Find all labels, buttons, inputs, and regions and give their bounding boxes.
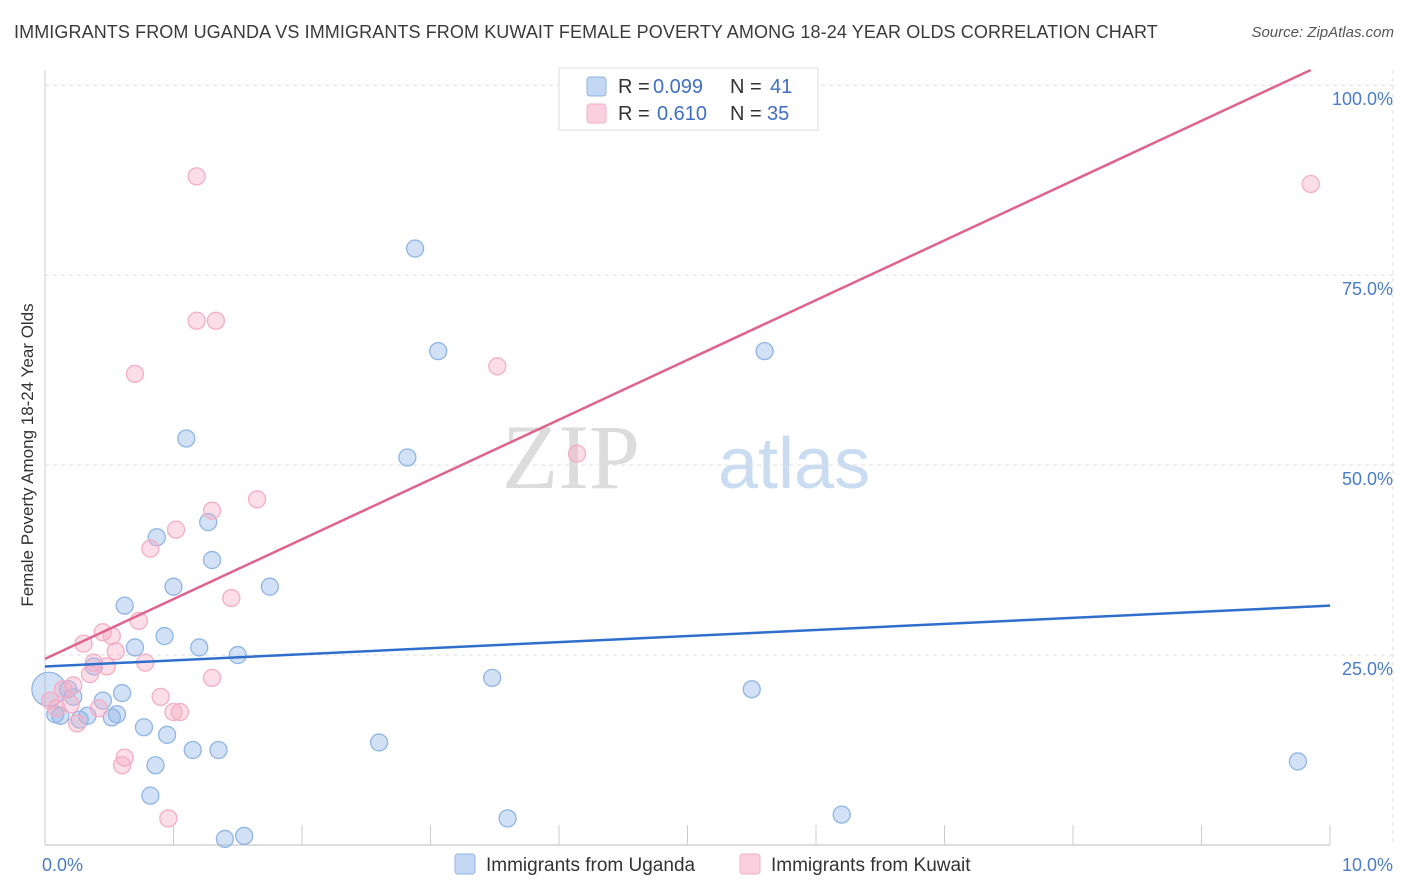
legend-n-label-uganda: N = [730,76,762,98]
x-tick-label-0: 0.0% [42,855,83,875]
point-kuwait-30 [247,490,267,509]
point-kuwait-25 [187,311,206,330]
point-kuwait-20 [159,809,178,828]
point-kuwait-12 [106,642,125,661]
point-kuwait-29 [222,588,241,608]
point-kuwait-19 [151,687,170,706]
point-uganda-30 [369,733,389,752]
point-kuwait-27 [202,668,222,687]
legend-n-value-kuwait: 35 [767,103,789,125]
point-uganda-20 [177,429,196,448]
point-kuwait-14 [115,748,134,767]
point-uganda-34 [483,668,502,687]
point-uganda-28 [235,826,254,846]
trend-line-kuwait [44,68,1312,660]
point-uganda-32 [405,239,425,258]
point-kuwait-2 [53,680,73,699]
point-uganda-36 [742,680,761,699]
point-kuwait-34 [64,676,83,695]
legend-r-label-uganda: R = [618,76,650,98]
point-uganda-22 [190,638,209,657]
point-kuwait-8 [89,699,109,718]
trend-lines [44,68,1331,668]
legend: R = 0.099 N = 41 R = 0.610 N = 35 [558,67,819,131]
bottom-legend: Immigrants from Uganda Immigrants from K… [454,853,971,876]
point-uganda-16 [155,626,174,646]
point-kuwait-18 [141,539,160,558]
bottom-legend-swatch-kuwait [739,853,761,875]
point-uganda-40 [112,683,132,703]
point-kuwait-28 [206,311,226,330]
point-uganda-26 [215,829,235,849]
legend-swatch-uganda [586,76,607,97]
point-uganda-27 [228,645,247,665]
point-uganda-39 [1288,752,1308,771]
point-kuwait-3 [61,695,80,714]
watermark-zip: ZIP [502,406,640,508]
point-uganda-29 [260,577,280,596]
y-tick-label-100: 100.0% [1332,89,1393,109]
point-kuwait-22 [166,520,186,539]
legend-n-label-kuwait: N = [730,103,762,125]
bottom-legend-label-kuwait: Immigrants from Kuwait [771,855,971,876]
point-uganda-37 [755,341,774,361]
point-uganda-12 [125,638,145,657]
axes [44,70,1331,846]
point-uganda-21 [183,740,202,760]
point-uganda-17 [157,725,177,744]
point-kuwait-10 [97,657,116,676]
bottom-legend-swatch-uganda [454,853,476,875]
legend-r-value-uganda: 0.099 [653,76,703,98]
data-points [31,167,1320,849]
trend-line-uganda [44,604,1331,668]
point-uganda-35 [498,809,517,828]
point-kuwait-31 [488,357,507,376]
point-uganda-14 [141,786,160,805]
point-uganda-38 [832,805,851,824]
point-kuwait-24 [187,167,206,186]
watermark-atlas: atlas [718,424,870,504]
y-tick-label-75: 75.0% [1342,279,1393,299]
point-uganda-19 [146,756,165,775]
point-uganda-10 [107,705,127,724]
point-kuwait-15 [125,364,145,384]
legend-swatch-kuwait [586,103,607,124]
point-uganda-25 [209,740,228,760]
legend-r-value-kuwait: 0.610 [657,103,707,125]
legend-r-label-kuwait: R = [618,103,650,125]
point-uganda-24 [202,550,222,570]
point-uganda-31 [398,448,417,467]
point-kuwait-26 [202,501,222,520]
chart-source: Source: ZipAtlas.com [1251,24,1394,41]
point-kuwait-1 [47,699,66,718]
point-kuwait-33 [1301,174,1320,194]
point-uganda-33 [429,341,448,361]
x-tick-label-10: 10.0% [1342,855,1393,875]
tick-labels: 25.0% 50.0% 75.0% 100.0% 0.0% 10.0% [42,89,1393,875]
bottom-legend-label-uganda: Immigrants from Uganda [486,855,696,876]
point-uganda-15 [147,528,166,547]
legend-n-value-uganda: 41 [770,76,792,98]
point-uganda-23 [199,512,218,532]
point-kuwait-21 [164,702,183,722]
point-uganda-13 [134,718,154,737]
point-kuwait-4 [67,714,87,733]
y-axis-label: Female Poverty Among 18-24 Year Olds [18,303,37,606]
point-uganda-18 [164,577,183,596]
chart-title: IMMIGRANTS FROM UGANDA VS IMMIGRANTS FRO… [14,22,1158,42]
point-kuwait-32 [567,444,587,463]
y-tick-label-50: 50.0% [1342,469,1393,489]
point-uganda-11 [115,596,134,615]
point-uganda-9 [102,708,121,727]
y-tick-label-25: 25.0% [1342,659,1393,679]
point-kuwait-23 [170,702,190,722]
